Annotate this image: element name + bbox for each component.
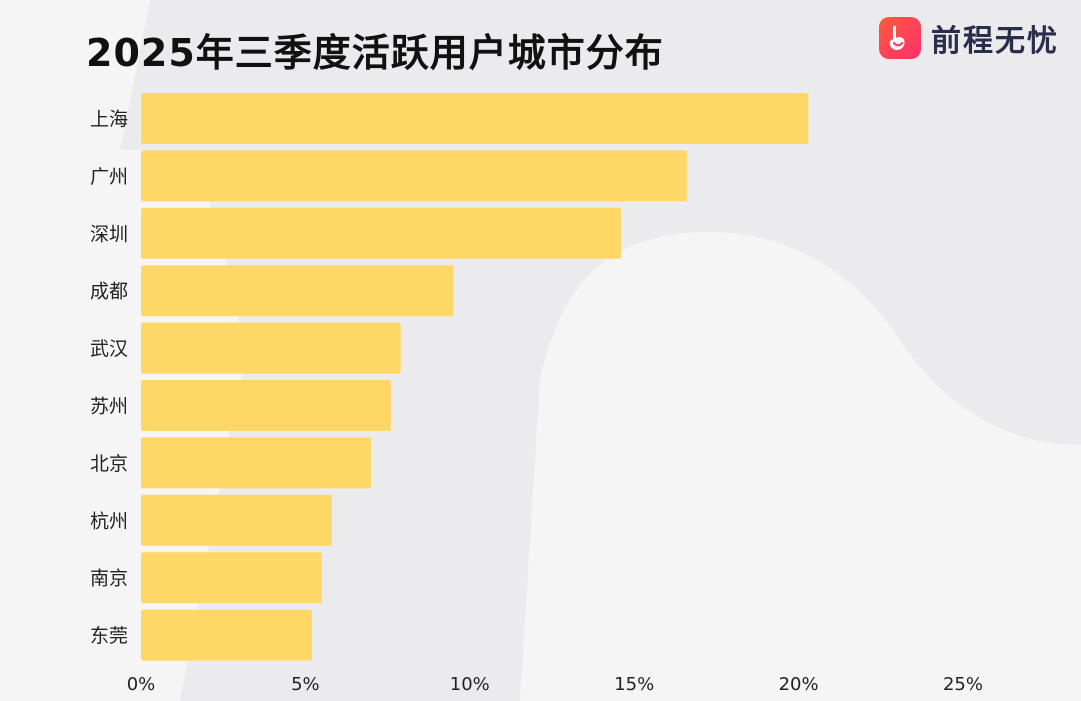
x-tick-label: 5% [291, 674, 320, 695]
bar-9 [141, 609, 312, 661]
bar-7 [141, 494, 332, 546]
bar-3 [141, 265, 454, 317]
category-label: 南京 [90, 568, 128, 590]
category-label: 上海 [90, 109, 128, 131]
bar-4 [141, 322, 401, 374]
category-label: 广州 [90, 166, 128, 188]
x-tick-label: 25% [943, 674, 983, 695]
bar-8 [141, 552, 322, 604]
bar-6 [141, 437, 372, 489]
category-label: 苏州 [90, 396, 128, 418]
category-label: 武汉 [90, 338, 128, 360]
x-tick-label: 20% [779, 674, 819, 695]
category-label: 北京 [90, 453, 128, 475]
bar-1 [141, 150, 687, 202]
category-label: 杭州 [90, 510, 128, 532]
category-label: 深圳 [90, 223, 128, 245]
category-label: 东莞 [90, 625, 128, 647]
brand-logo-group[interactable]: 前程无忧 [879, 16, 1059, 60]
chart-title: 2025年三季度活跃用户城市分布 [86, 31, 664, 75]
bar-2 [141, 207, 622, 259]
x-tick-label: 10% [450, 674, 490, 695]
hand-icon [889, 25, 905, 50]
x-tick-label: 0% [127, 674, 156, 695]
category-label: 成都 [90, 281, 128, 303]
bar-0 [141, 93, 809, 144]
brand-name: 前程无忧 [931, 24, 1059, 59]
brand-icon [879, 17, 921, 59]
bar-5 [141, 380, 391, 431]
x-tick-label: 15% [614, 674, 654, 695]
